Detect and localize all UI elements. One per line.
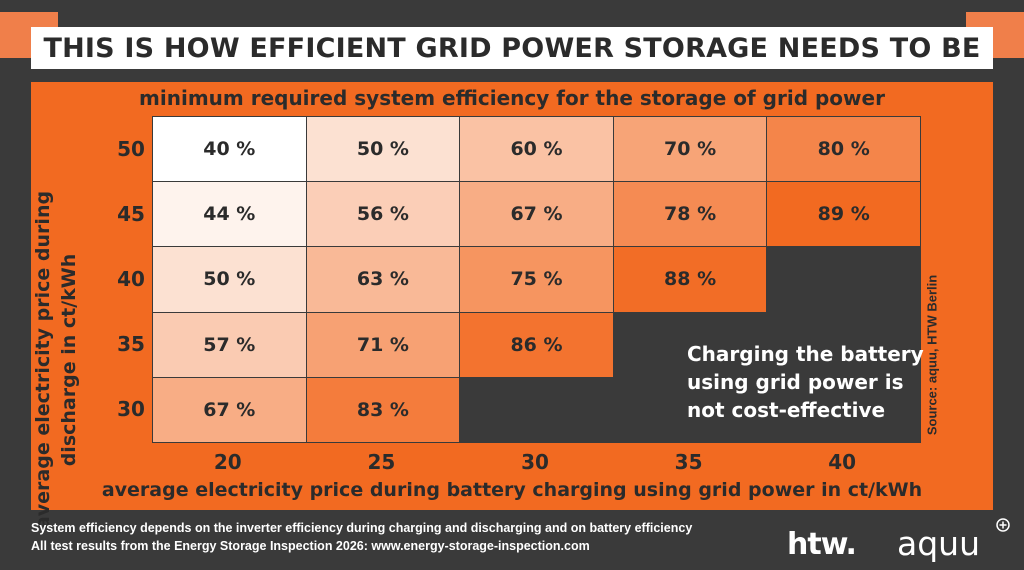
- heatmap-cell: 78 %: [612, 181, 768, 248]
- aquu-logo: aquu: [897, 524, 980, 563]
- chart-title: minimum required system efficiency for t…: [139, 86, 885, 110]
- y-tick-label: 40: [117, 267, 145, 291]
- title-banner: THIS IS HOW EFFICIENT GRID POWER STORAGE…: [31, 27, 993, 69]
- empty-cell: [766, 376, 921, 443]
- not-cost-effective-note: Charging the battery using grid power is…: [687, 342, 924, 422]
- footer-line-1: System efficiency depends on the inverte…: [31, 521, 693, 535]
- heatmap-cell: 89 %: [766, 181, 921, 248]
- heatmap-cell: 67 %: [459, 181, 614, 248]
- empty-cell: [459, 376, 614, 443]
- heatmap-cell: 75 %: [459, 246, 614, 313]
- footer-line-2: All test results from the Energy Storage…: [31, 539, 590, 553]
- heatmap-cell: 57 %: [152, 311, 307, 378]
- x-axis-label: average electricity price during battery…: [101, 479, 923, 501]
- heatmap-cell: 86 %: [459, 311, 614, 378]
- aquu-plus-icon: [996, 518, 1010, 532]
- heatmap-cell: 60 %: [459, 116, 614, 183]
- heatmap-cell: 50 %: [152, 246, 307, 313]
- heatmap-cell: 70 %: [612, 116, 768, 183]
- y-tick-label: 30: [117, 397, 145, 422]
- heatmap-cell: 63 %: [305, 246, 461, 313]
- heatmap-cell: 71 %: [305, 311, 461, 378]
- x-tick-label: 30: [521, 450, 549, 474]
- empty-cell: [612, 376, 768, 443]
- chart-panel: minimum required system efficiency for t…: [31, 82, 993, 529]
- x-tick-label: 35: [674, 450, 703, 474]
- y-tick-label: 35: [117, 332, 145, 357]
- heatmap-cell: 83 %: [305, 376, 461, 443]
- page-title: THIS IS HOW EFFICIENT GRID POWER STORAGE…: [43, 32, 981, 64]
- heatmap-cell: 80 %: [766, 116, 921, 183]
- x-tick-label: 25: [367, 450, 396, 474]
- heatmap-cell: 50 %: [305, 116, 461, 183]
- heatmap-grid: 40 % 50 % 60 % 70 % 80 % 44 % 56 % 67 % 78 % 89 %…: [152, 116, 921, 443]
- empty-cell: [612, 311, 768, 378]
- y-tick-label: 45: [117, 201, 145, 226]
- y-tick-label: 50: [117, 136, 145, 161]
- source-label: Source: aquu, HTW Berlin: [924, 274, 940, 436]
- empty-cell: [766, 311, 921, 378]
- heatmap-cell: 88 %: [612, 246, 768, 313]
- heatmap-cell: 56 %: [305, 181, 461, 248]
- htw-logo: htw.: [787, 527, 857, 562]
- x-tick-label: 20: [213, 450, 242, 474]
- heatmap-cell: 44 %: [152, 181, 307, 248]
- heatmap-cell: 40 %: [152, 116, 307, 183]
- x-tick-label: 40: [828, 450, 857, 474]
- empty-cell: [766, 246, 921, 313]
- heatmap-cell: 67 %: [152, 376, 307, 443]
